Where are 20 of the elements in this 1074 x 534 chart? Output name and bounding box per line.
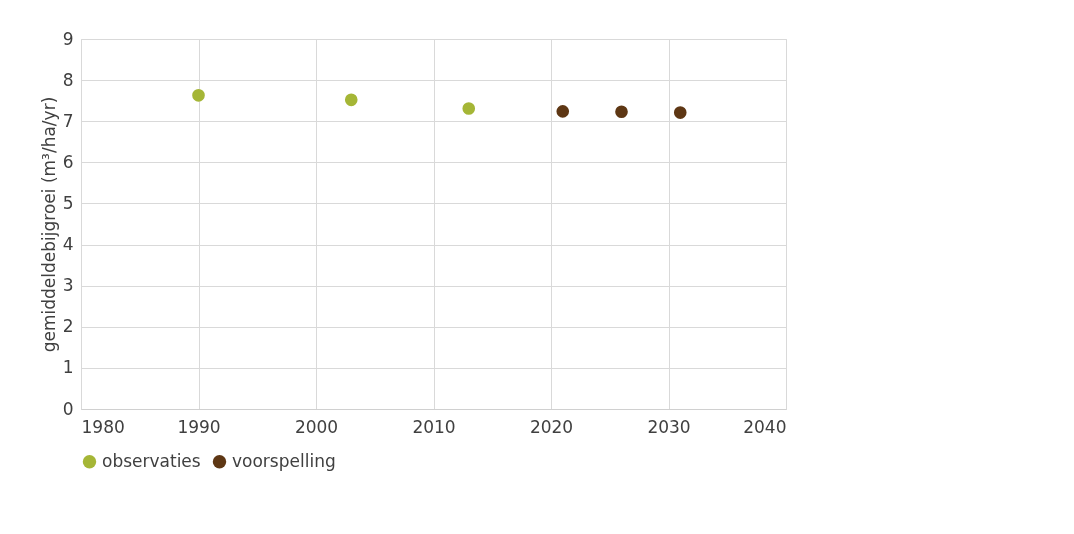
x-tick-label: 2010 — [412, 416, 456, 437]
y-tick-label: 2 — [62, 316, 74, 337]
legend-label: observaties — [102, 450, 201, 471]
y-tick-label: 7 — [62, 110, 74, 131]
y-tick-label: 0 — [62, 398, 74, 419]
x-tick-label: 2030 — [647, 416, 691, 437]
x-tick-label: 2020 — [529, 416, 574, 437]
x-tick-label: 2040 — [743, 416, 787, 437]
legend-label: voorspelling — [232, 450, 336, 471]
y-tick-label: 9 — [62, 28, 74, 49]
y-tick-label: 4 — [62, 234, 74, 255]
y-tick-label: 3 — [62, 275, 74, 296]
x-tick-label: 1990 — [177, 416, 221, 437]
y-tick-label: 8 — [62, 69, 74, 90]
x-tick-label: 2000 — [294, 416, 339, 437]
x-tick-label: 1980 — [81, 416, 125, 437]
y-tick-label: 1 — [62, 357, 74, 378]
y-axis-title: gemiddeldebijgroei (m³/ha/yr) — [38, 96, 59, 353]
y-tick-label: 5 — [62, 192, 74, 213]
y-tick-label: 6 — [62, 151, 74, 172]
